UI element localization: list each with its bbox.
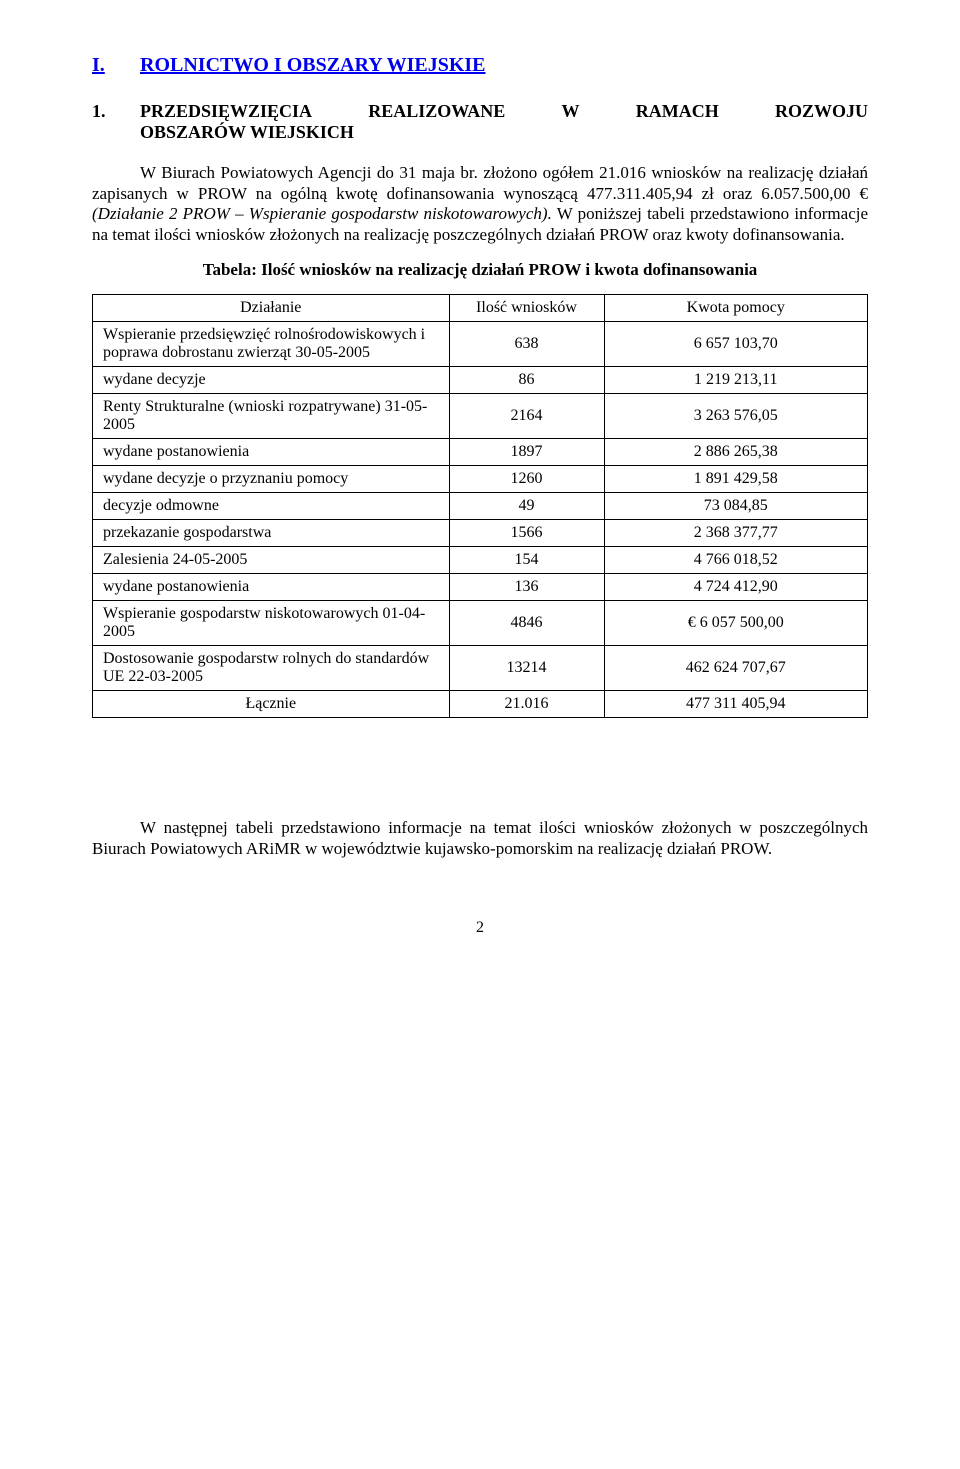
table-cell-label: wydane postanowienia bbox=[93, 438, 450, 465]
table-cell-total-count: 21.016 bbox=[449, 690, 604, 717]
paragraph-1: W Biurach Powiatowych Agencji do 31 maja… bbox=[92, 163, 868, 246]
table-cell-label: wydane postanowienia bbox=[93, 573, 450, 600]
table-cell-label: decyzje odmowne bbox=[93, 492, 450, 519]
table-row: wydane postanowienia 136 4 724 412,90 bbox=[93, 573, 868, 600]
table-header-row: Działanie Ilość wniosków Kwota pomocy bbox=[93, 294, 868, 321]
table-cell-amount: 4 766 018,52 bbox=[604, 546, 868, 573]
table-cell-label: Dostosowanie gospodarstw rolnych do stan… bbox=[93, 645, 450, 690]
table-row: Dostosowanie gospodarstw rolnych do stan… bbox=[93, 645, 868, 690]
table-cell-amount: 2 886 265,38 bbox=[604, 438, 868, 465]
para1-text: W Biurach Powiatowych Agencji do 31 maja… bbox=[92, 163, 868, 203]
table-cell-total-label: Łącznie bbox=[93, 690, 450, 717]
table-cell-label: Wspieranie przedsięwzięć rolnośrodowisko… bbox=[93, 321, 450, 366]
table-cell-count: 86 bbox=[449, 366, 604, 393]
table-cell-amount: € 6 057 500,00 bbox=[604, 600, 868, 645]
subsection-word: W bbox=[562, 101, 580, 122]
table-cell-amount: 462 624 707,67 bbox=[604, 645, 868, 690]
table-row: Zalesienia 24-05-2005 154 4 766 018,52 bbox=[93, 546, 868, 573]
page-container: I. ROLNICTWO I OBSZARY WIEJSKIE 1. PRZED… bbox=[0, 0, 960, 977]
table-cell-label: wydane decyzje bbox=[93, 366, 450, 393]
subsection-title: PRZEDSIĘWZIĘCIA REALIZOWANE W RAMACH ROZ… bbox=[140, 101, 868, 143]
table-cell-amount: 3 263 576,05 bbox=[604, 393, 868, 438]
table-cell-count: 49 bbox=[449, 492, 604, 519]
table-caption: Tabela: Ilość wniosków na realizację dzi… bbox=[92, 260, 868, 280]
para1-italic: (Działanie 2 PROW – Wspieranie gospodars… bbox=[92, 204, 552, 223]
table-header-cell: Kwota pomocy bbox=[604, 294, 868, 321]
table-row: wydane postanowienia 1897 2 886 265,38 bbox=[93, 438, 868, 465]
table-cell-amount: 73 084,85 bbox=[604, 492, 868, 519]
table-cell-label: przekazanie gospodarstwa bbox=[93, 519, 450, 546]
table-cell-amount: 2 368 377,77 bbox=[604, 519, 868, 546]
subsection-word: PRZEDSIĘWZIĘCIA bbox=[140, 101, 312, 122]
table-cell-label: Zalesienia 24-05-2005 bbox=[93, 546, 450, 573]
section-header: I. ROLNICTWO I OBSZARY WIEJSKIE bbox=[92, 54, 868, 77]
table-cell-count: 2164 bbox=[449, 393, 604, 438]
subsection-header: 1. PRZEDSIĘWZIĘCIA REALIZOWANE W RAMACH … bbox=[92, 101, 868, 143]
table-cell-total-amount: 477 311 405,94 bbox=[604, 690, 868, 717]
table-cell-amount: 1 891 429,58 bbox=[604, 465, 868, 492]
table-total-row: Łącznie 21.016 477 311 405,94 bbox=[93, 690, 868, 717]
table-cell-count: 154 bbox=[449, 546, 604, 573]
table-cell-count: 1566 bbox=[449, 519, 604, 546]
table-row: Wspieranie gospodarstw niskotowarowych 0… bbox=[93, 600, 868, 645]
table-row: Renty Strukturalne (wnioski rozpatrywane… bbox=[93, 393, 868, 438]
page-number: 2 bbox=[92, 919, 868, 937]
table-cell-count: 1260 bbox=[449, 465, 604, 492]
table-cell-count: 638 bbox=[449, 321, 604, 366]
table-cell-label: Wspieranie gospodarstw niskotowarowych 0… bbox=[93, 600, 450, 645]
paragraph-2: W następnej tabeli przedstawiono informa… bbox=[92, 818, 868, 859]
section-number: I. bbox=[92, 54, 140, 77]
table-cell-amount: 4 724 412,90 bbox=[604, 573, 868, 600]
subsection-number: 1. bbox=[92, 101, 140, 143]
table-cell-amount: 6 657 103,70 bbox=[604, 321, 868, 366]
data-table: Działanie Ilość wniosków Kwota pomocy Ws… bbox=[92, 294, 868, 718]
section-title: ROLNICTWO I OBSZARY WIEJSKIE bbox=[140, 54, 486, 77]
table-row: wydane decyzje o przyznaniu pomocy 1260 … bbox=[93, 465, 868, 492]
table-row: Wspieranie przedsięwzięć rolnośrodowisko… bbox=[93, 321, 868, 366]
subsection-word: ROZWOJU bbox=[775, 101, 868, 122]
table-row: decyzje odmowne 49 73 084,85 bbox=[93, 492, 868, 519]
table-cell-amount: 1 219 213,11 bbox=[604, 366, 868, 393]
table-row: przekazanie gospodarstwa 1566 2 368 377,… bbox=[93, 519, 868, 546]
subsection-line2: OBSZARÓW WIEJSKICH bbox=[140, 122, 868, 143]
table-cell-label: wydane decyzje o przyznaniu pomocy bbox=[93, 465, 450, 492]
table-cell-count: 136 bbox=[449, 573, 604, 600]
table-row: wydane decyzje 86 1 219 213,11 bbox=[93, 366, 868, 393]
table-cell-count: 1897 bbox=[449, 438, 604, 465]
subsection-word: REALIZOWANE bbox=[368, 101, 505, 122]
table-header-cell: Działanie bbox=[93, 294, 450, 321]
table-cell-count: 4846 bbox=[449, 600, 604, 645]
subsection-word: RAMACH bbox=[636, 101, 719, 122]
table-cell-label: Renty Strukturalne (wnioski rozpatrywane… bbox=[93, 393, 450, 438]
spacer bbox=[92, 758, 868, 818]
table-header-cell: Ilość wniosków bbox=[449, 294, 604, 321]
table-cell-count: 13214 bbox=[449, 645, 604, 690]
